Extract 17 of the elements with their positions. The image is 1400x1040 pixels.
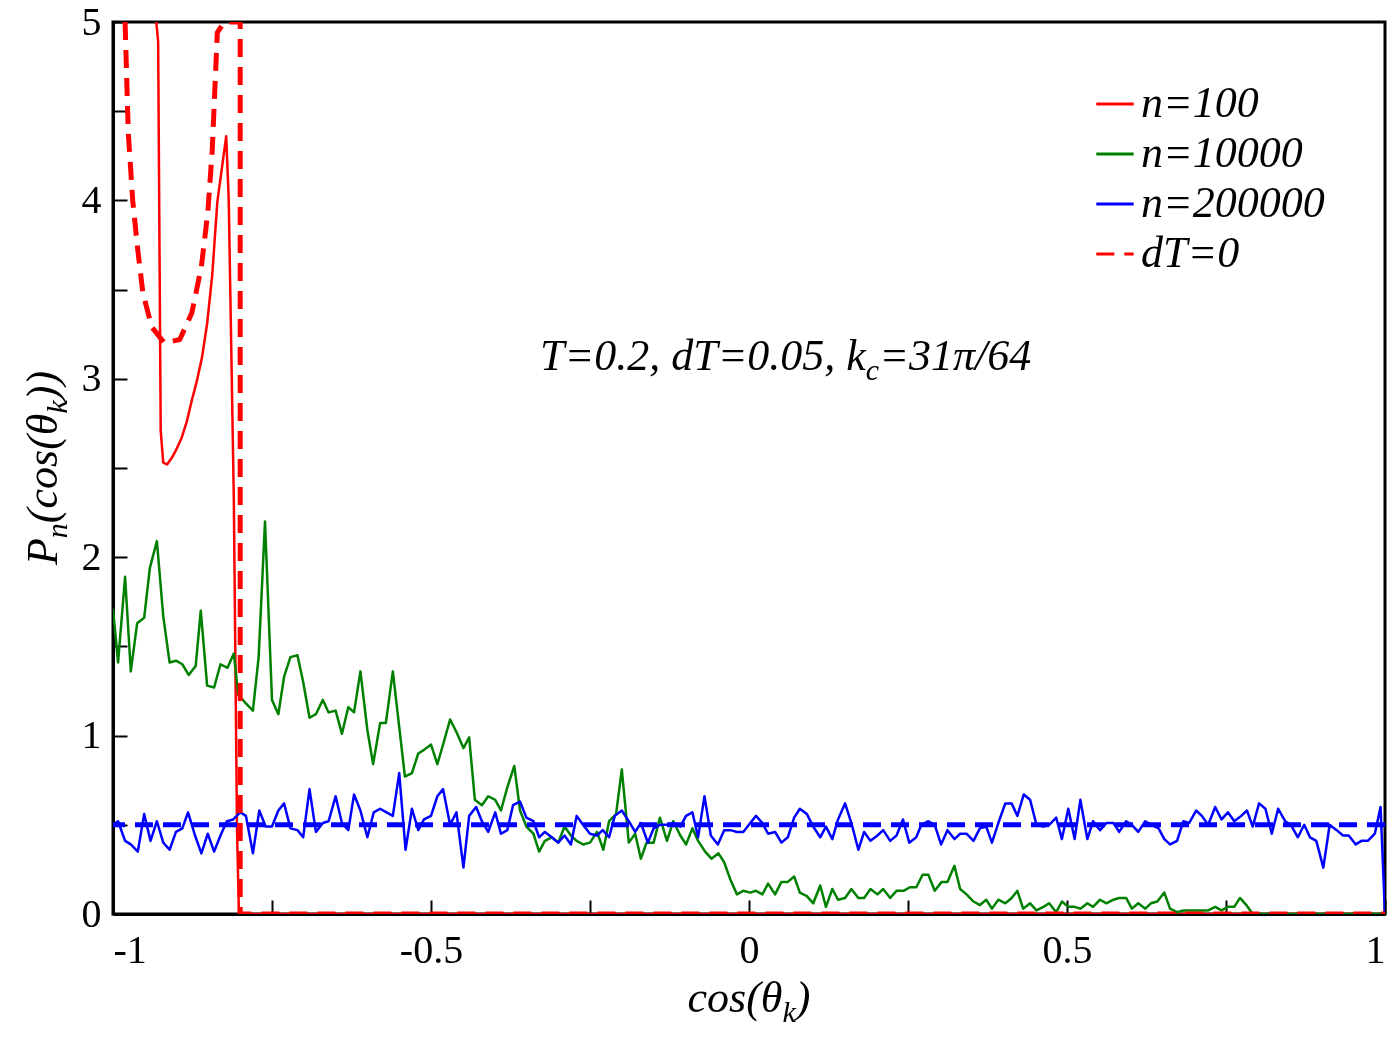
y-tick-label: 0	[81, 890, 102, 936]
x-tick-label: 0	[739, 926, 760, 972]
x-tick-label: 0.5	[1042, 926, 1093, 972]
x-tick-label: -0.5	[399, 926, 464, 972]
legend-label: n=100	[1141, 78, 1259, 127]
legend-label: n=200000	[1141, 178, 1325, 227]
x-tick-label: -1	[113, 926, 147, 972]
y-tick-label: 2	[81, 533, 102, 579]
legend-label: dT=0	[1141, 228, 1240, 277]
y-tick-label: 1	[81, 712, 102, 758]
y-tick-label: 4	[81, 176, 102, 222]
x-tick-label: 1	[1365, 926, 1386, 972]
legend-label: n=10000	[1141, 128, 1303, 177]
parameter-note: T=0.2, dT=0.05, k$_{c}$=31π/64	[540, 330, 1032, 387]
x-axis-title: cos(θ$_{k}$)	[687, 972, 811, 1029]
y-tick-label: 5	[81, 0, 102, 44]
y-tick-label: 3	[81, 355, 102, 401]
